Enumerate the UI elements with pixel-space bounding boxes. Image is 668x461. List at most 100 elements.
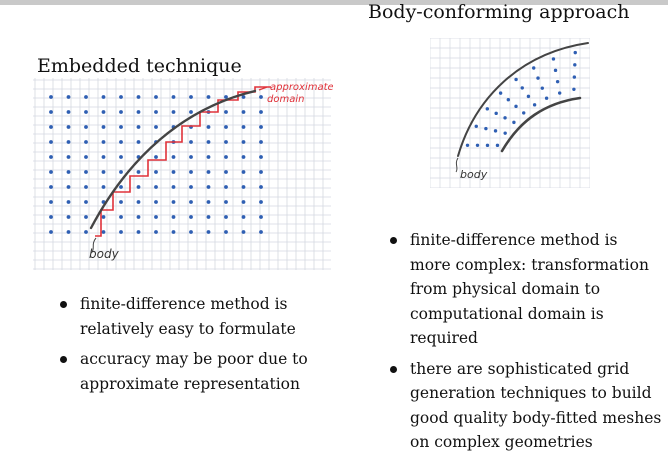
- grid-point: [66, 95, 71, 99]
- mesh-point: [536, 76, 540, 80]
- body-annotation: body: [460, 168, 488, 181]
- bullet-icon: [60, 356, 67, 363]
- mesh-point: [572, 75, 577, 79]
- grid-point: [136, 170, 141, 174]
- grid-point: [224, 125, 228, 129]
- grid-point: [66, 230, 71, 234]
- grid-point: [154, 185, 158, 189]
- grid-point: [206, 125, 211, 129]
- grid-point: [259, 110, 263, 114]
- grid-point: [189, 95, 193, 99]
- bullet-icon: [390, 365, 397, 373]
- grid-point: [154, 125, 158, 129]
- mesh-point: [474, 124, 478, 128]
- mesh-point: [573, 63, 577, 67]
- mesh-point: [555, 79, 560, 84]
- grid-point: [119, 140, 123, 144]
- grid-point: [189, 170, 193, 174]
- grid-point: [119, 170, 123, 174]
- approximate-annotation-line2: domain: [267, 94, 304, 105]
- bullet-text: finite-difference method is more complex…: [410, 231, 649, 347]
- embedded-grid-figure: approximate domain body: [33, 78, 333, 270]
- grid-point: [49, 185, 53, 189]
- mesh-point: [485, 143, 490, 148]
- grid-points: [49, 95, 263, 234]
- grid-point: [136, 95, 141, 99]
- grid-point: [119, 95, 123, 99]
- grid-point: [66, 200, 71, 204]
- grid-point: [171, 215, 176, 219]
- grid-point: [49, 155, 53, 159]
- grid-point: [189, 110, 193, 114]
- grid-point: [259, 230, 263, 234]
- grid-point: [66, 170, 71, 174]
- mesh-point: [557, 91, 562, 95]
- bullet-icon: [60, 301, 67, 308]
- grid-point: [241, 170, 246, 174]
- body-curve: [89, 89, 257, 230]
- grid-point: [224, 230, 228, 234]
- grid-point: [189, 215, 193, 219]
- mesh-point: [572, 87, 576, 91]
- grid-point: [259, 185, 263, 189]
- approximate-domain-staircase: [95, 86, 271, 237]
- grid-point: [84, 110, 88, 114]
- grid-point: [189, 155, 193, 159]
- grid-point: [154, 215, 158, 219]
- grid-point: [101, 110, 106, 114]
- grid-point: [84, 140, 88, 144]
- grid-point: [171, 155, 176, 159]
- grid-point: [241, 200, 246, 204]
- mesh-point: [526, 94, 531, 99]
- grid-point: [241, 140, 246, 144]
- grid-point: [49, 200, 53, 204]
- grid-point: [101, 170, 106, 174]
- mesh-point: [522, 111, 526, 115]
- grid-point: [66, 110, 71, 114]
- body-conforming-bullet-list: finite-difference method is more complex…: [390, 228, 662, 461]
- grid-point: [241, 230, 246, 234]
- grid-point: [136, 200, 141, 204]
- body-surface-curve: [500, 96, 582, 153]
- grid-point: [136, 125, 141, 129]
- grid-point: [189, 230, 193, 234]
- grid-point: [66, 155, 71, 159]
- grid-point: [224, 170, 228, 174]
- grid-point: [206, 140, 211, 144]
- embedded-bullet-list: finite-difference method is relatively e…: [60, 292, 320, 402]
- background-grid: [430, 38, 590, 188]
- bullet-text: accuracy may be poor due to approximate …: [80, 350, 308, 393]
- grid-point: [101, 155, 106, 159]
- grid-point: [224, 110, 228, 114]
- grid-point: [154, 110, 158, 114]
- grid-point: [101, 230, 106, 234]
- outer-boundary-curve: [457, 42, 589, 157]
- grid-point: [84, 215, 88, 219]
- grid-point: [171, 185, 176, 189]
- grid-point: [171, 95, 176, 99]
- embedded-technique-title: Embedded technique: [37, 55, 242, 77]
- mesh-point: [495, 143, 500, 148]
- bullet-item: there are sophisticated grid generation …: [390, 357, 662, 455]
- grid-point: [84, 200, 88, 204]
- grid-point: [119, 230, 123, 234]
- grid-point: [259, 200, 263, 204]
- body-annotation: body: [89, 247, 120, 261]
- mesh-point: [506, 98, 511, 102]
- grid-point: [49, 140, 53, 144]
- mesh-point: [512, 120, 516, 125]
- mesh-point: [475, 143, 480, 148]
- grid-point: [66, 215, 71, 219]
- grid-point: [84, 170, 88, 174]
- grid-point: [259, 140, 263, 144]
- cartesian-grid: [33, 78, 331, 270]
- grid-point: [84, 125, 88, 129]
- bullet-item: finite-difference method is more complex…: [390, 228, 662, 351]
- grid-point: [154, 200, 158, 204]
- grid-point: [171, 110, 176, 114]
- mesh-point: [514, 104, 518, 109]
- grid-point: [101, 140, 106, 144]
- grid-point: [259, 215, 263, 219]
- bullet-text: there are sophisticated grid generation …: [410, 359, 662, 452]
- grid-point: [171, 200, 176, 204]
